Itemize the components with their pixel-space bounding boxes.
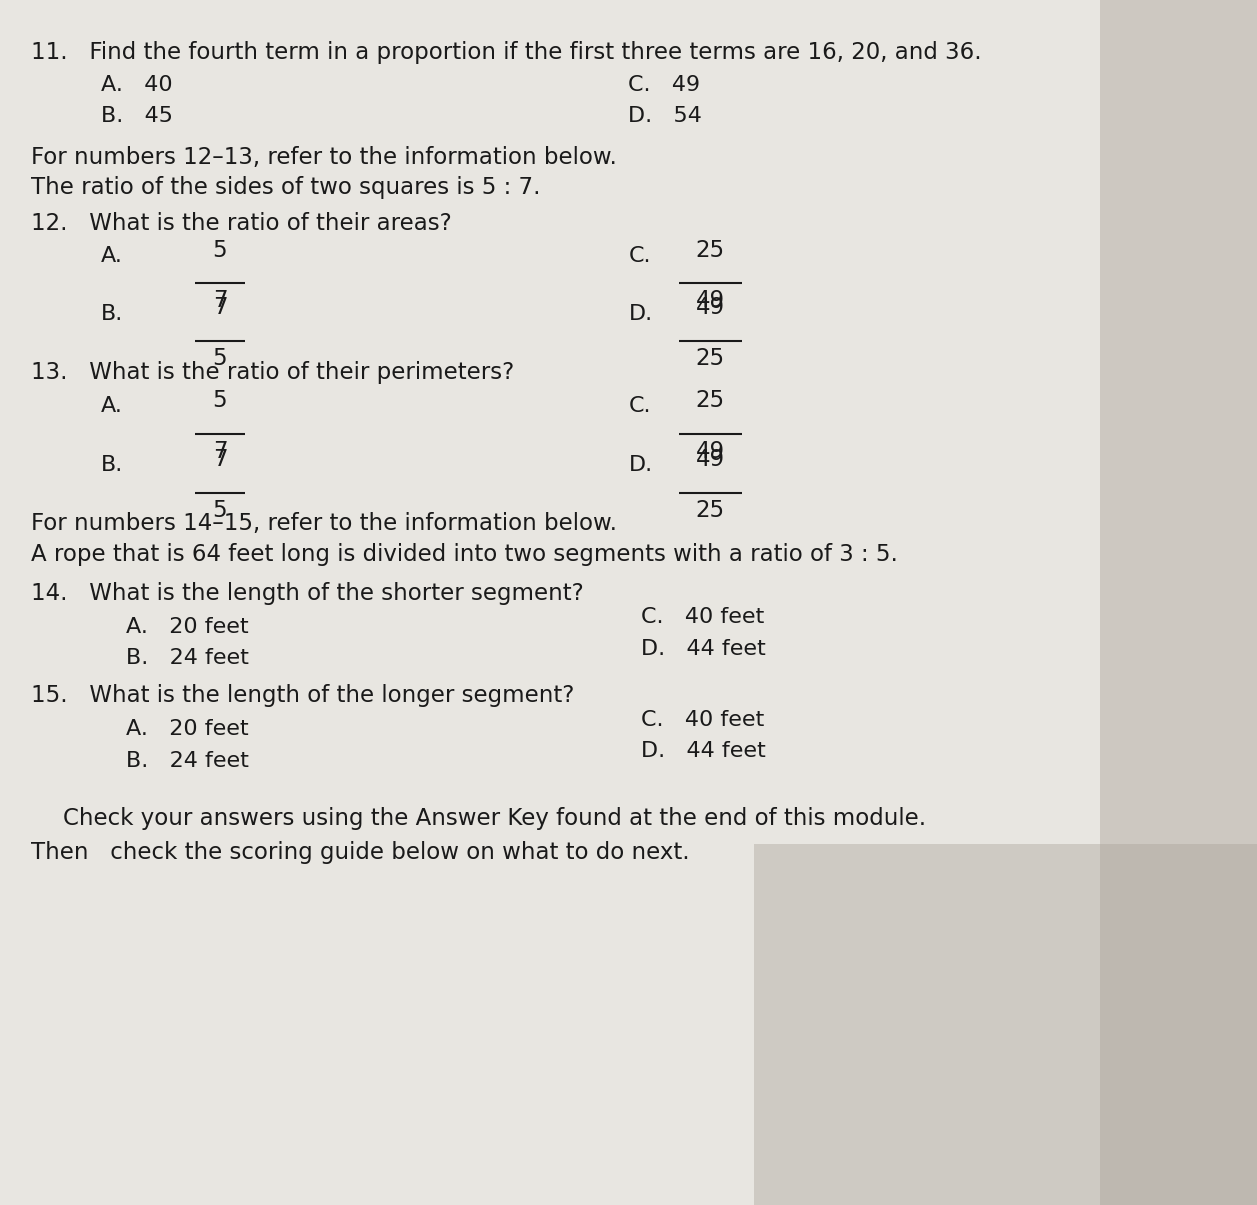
Text: 5: 5	[212, 347, 228, 370]
Text: C.   40 feet: C. 40 feet	[641, 607, 764, 628]
Text: 25: 25	[695, 499, 725, 522]
Text: 25: 25	[695, 347, 725, 370]
Text: 5: 5	[212, 239, 228, 261]
Text: 11.   Find the fourth term in a proportion if the first three terms are 16, 20, : 11. Find the fourth term in a proportion…	[31, 41, 982, 64]
Text: B.: B.	[101, 304, 123, 324]
Text: A.   20 feet: A. 20 feet	[126, 617, 249, 637]
Text: B.   45: B. 45	[101, 106, 172, 127]
Text: 7: 7	[212, 440, 228, 463]
Text: 14.   What is the length of the shorter segment?: 14. What is the length of the shorter se…	[31, 582, 585, 605]
Text: The ratio of the sides of two squares is 5 : 7.: The ratio of the sides of two squares is…	[31, 176, 541, 199]
Text: B.   24 feet: B. 24 feet	[126, 648, 249, 669]
Text: 12.   What is the ratio of their areas?: 12. What is the ratio of their areas?	[31, 212, 453, 235]
Text: A.: A.	[101, 396, 122, 417]
Text: C.   49: C. 49	[628, 75, 700, 95]
Text: 5: 5	[212, 499, 228, 522]
Text: D.   54: D. 54	[628, 106, 703, 127]
Text: C.   40 feet: C. 40 feet	[641, 710, 764, 730]
Text: D.   44 feet: D. 44 feet	[641, 741, 766, 762]
Text: 25: 25	[695, 239, 725, 261]
Text: 49: 49	[695, 440, 725, 463]
Text: D.: D.	[628, 455, 652, 476]
Text: 49: 49	[695, 296, 725, 319]
Text: 7: 7	[212, 289, 228, 312]
Text: D.   44 feet: D. 44 feet	[641, 639, 766, 659]
Text: For numbers 12–13, refer to the information below.: For numbers 12–13, refer to the informat…	[31, 146, 617, 169]
Text: B.: B.	[101, 455, 123, 476]
Text: 13.   What is the ratio of their perimeters?: 13. What is the ratio of their perimeter…	[31, 362, 514, 384]
Text: C.: C.	[628, 246, 651, 266]
Bar	[754, 844, 1257, 1205]
Text: 15.   What is the length of the longer segment?: 15. What is the length of the longer seg…	[31, 684, 574, 707]
Text: Then   check the scoring guide below on what to do next.: Then check the scoring guide below on wh…	[31, 841, 690, 864]
Text: 7: 7	[212, 296, 228, 319]
Text: Check your answers using the Answer Key found at the end of this module.: Check your answers using the Answer Key …	[63, 807, 926, 830]
Text: D.: D.	[628, 304, 652, 324]
Text: A rope that is 64 feet long is divided into two segments with a ratio of 3 : 5.: A rope that is 64 feet long is divided i…	[31, 543, 899, 566]
Text: B.   24 feet: B. 24 feet	[126, 751, 249, 771]
Text: A.: A.	[101, 246, 122, 266]
Text: A.   20 feet: A. 20 feet	[126, 719, 249, 740]
Text: For numbers 14–15, refer to the information below.: For numbers 14–15, refer to the informat…	[31, 512, 617, 535]
Text: 7: 7	[212, 448, 228, 471]
Text: 5: 5	[212, 389, 228, 412]
Text: C.: C.	[628, 396, 651, 417]
Text: 49: 49	[695, 448, 725, 471]
Bar	[1100, 0, 1257, 1205]
Text: 25: 25	[695, 389, 725, 412]
Text: A.   40: A. 40	[101, 75, 172, 95]
Text: 49: 49	[695, 289, 725, 312]
